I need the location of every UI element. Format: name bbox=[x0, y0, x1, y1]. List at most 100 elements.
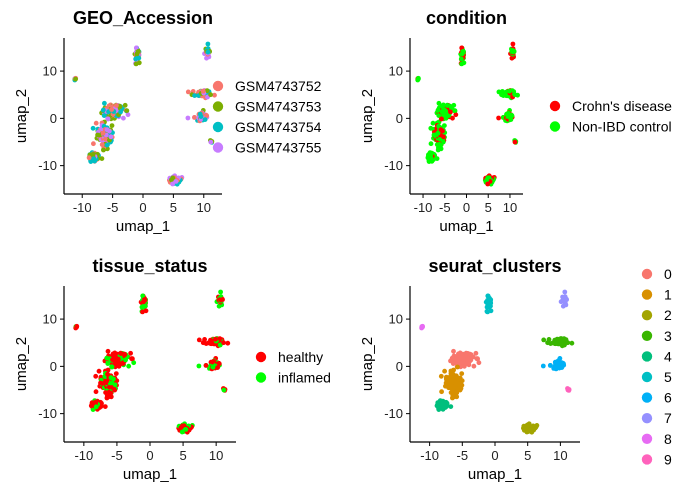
data-point bbox=[434, 403, 440, 409]
x-tick-label: 5 bbox=[485, 200, 492, 215]
data-point bbox=[476, 360, 482, 366]
data-point bbox=[415, 76, 421, 82]
data-point bbox=[179, 429, 185, 435]
data-point bbox=[178, 425, 184, 431]
data-point bbox=[208, 92, 214, 98]
data-point bbox=[420, 324, 425, 330]
data-point bbox=[455, 364, 460, 370]
x-tick-label: -10 bbox=[73, 200, 92, 215]
data-point bbox=[185, 89, 191, 95]
panel-3: -10 -5 0 5 10 -10 0 10 umap_1 umap_2 tissue_status… bbox=[13, 256, 331, 483]
data-point bbox=[221, 340, 227, 346]
legend-label: 8 bbox=[664, 431, 672, 447]
data-point bbox=[540, 363, 546, 369]
legend-swatch bbox=[255, 372, 267, 383]
data-point bbox=[99, 142, 105, 148]
data-point bbox=[449, 355, 455, 361]
data-point bbox=[448, 404, 454, 409]
data-point bbox=[434, 156, 440, 162]
data-point bbox=[192, 93, 198, 98]
data-point bbox=[208, 139, 214, 145]
legend: GSM4743752 GSM4743753 GSM4743754 GSM4743755 bbox=[212, 78, 322, 156]
x-tick-label: -10 bbox=[414, 200, 433, 215]
legend-swatch bbox=[641, 413, 653, 424]
data-point bbox=[439, 116, 444, 122]
data-point bbox=[111, 376, 116, 382]
data-point bbox=[569, 340, 575, 346]
data-point bbox=[192, 115, 197, 120]
data-point bbox=[431, 132, 437, 138]
data-point bbox=[183, 427, 189, 432]
data-point bbox=[209, 359, 215, 365]
legend-label: 9 bbox=[664, 451, 672, 467]
x-tick-label: -5 bbox=[439, 200, 451, 215]
data-point bbox=[136, 60, 142, 66]
data-point bbox=[202, 117, 208, 122]
legend-swatch bbox=[212, 121, 224, 133]
x-tick-label: -5 bbox=[107, 200, 119, 215]
data-point bbox=[524, 429, 530, 435]
data-point bbox=[102, 100, 107, 106]
data-point bbox=[523, 425, 528, 431]
data-point bbox=[486, 299, 491, 305]
data-point bbox=[134, 51, 140, 57]
data-point bbox=[565, 340, 571, 346]
data-point bbox=[438, 373, 444, 379]
legend-swatch bbox=[641, 351, 653, 362]
data-point bbox=[101, 113, 107, 118]
data-point bbox=[221, 387, 227, 393]
y-tick-label: 10 bbox=[43, 64, 57, 79]
data-point bbox=[453, 390, 459, 396]
legend-label: GSM4743755 bbox=[235, 140, 322, 156]
data-point bbox=[113, 371, 119, 376]
data-point bbox=[435, 147, 441, 153]
data-point bbox=[107, 128, 112, 134]
point-group bbox=[419, 289, 575, 435]
data-point bbox=[496, 115, 501, 121]
data-point bbox=[471, 363, 477, 369]
data-point bbox=[122, 102, 128, 108]
legend-swatch bbox=[641, 392, 653, 403]
data-point bbox=[557, 336, 563, 342]
data-point bbox=[218, 297, 224, 303]
data-point bbox=[554, 359, 559, 365]
x-axis-label: umap_1 bbox=[468, 466, 522, 483]
data-point bbox=[452, 108, 458, 113]
data-point bbox=[109, 123, 115, 128]
data-point bbox=[449, 378, 455, 384]
data-point bbox=[216, 361, 222, 367]
data-point bbox=[217, 336, 223, 342]
point-group bbox=[72, 41, 217, 187]
data-point bbox=[114, 103, 119, 108]
data-point bbox=[204, 88, 210, 94]
data-point bbox=[205, 49, 211, 55]
legend-label: 5 bbox=[664, 369, 672, 385]
y-tick-label: 10 bbox=[43, 312, 57, 327]
data-point bbox=[464, 351, 469, 356]
y-axis-label: umap_2 bbox=[359, 337, 376, 391]
data-point bbox=[203, 341, 209, 346]
legend-label: 0 bbox=[664, 266, 672, 282]
data-point bbox=[103, 136, 108, 142]
legend-swatch bbox=[641, 433, 653, 444]
data-point bbox=[93, 120, 99, 126]
data-point bbox=[468, 357, 474, 363]
legend-swatch bbox=[641, 310, 653, 321]
data-point bbox=[91, 141, 96, 147]
data-point bbox=[104, 395, 110, 401]
data-point bbox=[204, 113, 210, 119]
x-tick-label: -5 bbox=[111, 448, 123, 463]
data-point bbox=[439, 404, 445, 410]
data-point bbox=[438, 142, 444, 148]
legend-label: Non-IBD control bbox=[572, 119, 672, 135]
legend-label: 3 bbox=[664, 328, 672, 344]
legend: Crohn's disease Non-IBD control bbox=[549, 98, 672, 135]
data-point bbox=[461, 60, 467, 66]
data-point bbox=[459, 371, 465, 376]
data-point bbox=[74, 324, 79, 330]
data-point bbox=[99, 156, 105, 162]
data-point bbox=[562, 289, 568, 295]
data-point bbox=[196, 337, 202, 343]
data-point bbox=[196, 363, 202, 369]
